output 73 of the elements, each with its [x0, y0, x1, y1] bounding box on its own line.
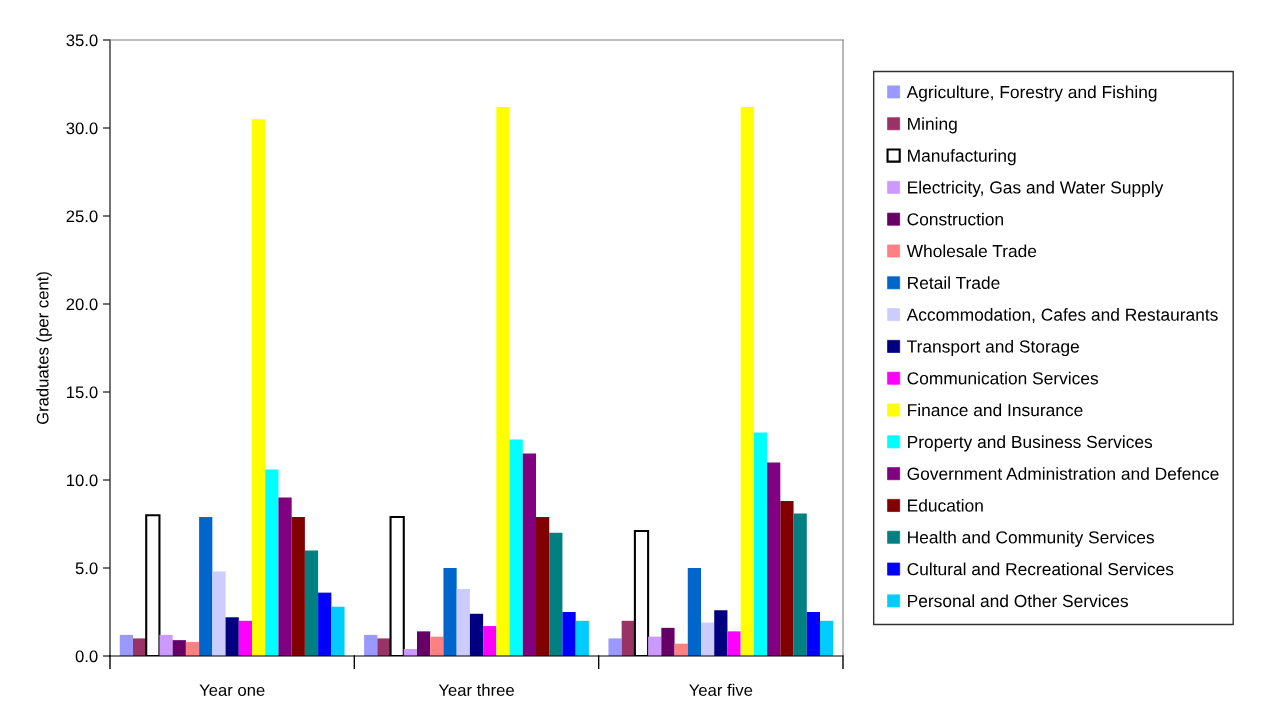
bar [608, 638, 622, 656]
bar [172, 640, 186, 656]
y-tick-label: 5.0 [75, 562, 98, 575]
legend-label: Health and Community Services [908, 530, 1155, 547]
bar [661, 627, 675, 656]
bar [496, 106, 510, 656]
bar [767, 462, 781, 656]
x-tick-label: Year five [689, 683, 753, 697]
legend-label: Education [908, 498, 983, 512]
bar [536, 516, 550, 656]
bar [318, 592, 332, 656]
legend-label: Transport and Storage [907, 339, 1079, 357]
y-tick-label: 15.0 [67, 386, 98, 399]
bar [185, 641, 200, 656]
bar [701, 622, 715, 656]
legend-label: Personal and Other Services [908, 594, 1128, 608]
y-tick-label: 0.0 [75, 650, 98, 663]
legend-label: Agriculture, Forestry and Fishing [906, 85, 1157, 102]
legend-label: Retail Trade [908, 276, 1000, 290]
bar [238, 620, 252, 656]
bar [265, 469, 279, 656]
bar [364, 634, 378, 656]
bar [417, 631, 431, 656]
bar [291, 516, 305, 656]
bar [443, 568, 457, 656]
bar [806, 612, 820, 656]
bar [430, 636, 444, 656]
bar [252, 119, 266, 656]
legend-label: Construction [907, 212, 1003, 226]
y-tick-label: 30.0 [66, 122, 98, 135]
legend-label: Property and Business Services [908, 435, 1153, 452]
legend-label: Wholesale Trade [906, 244, 1037, 258]
bar [278, 497, 292, 656]
legend-label: Cultural and Recreational Services [907, 562, 1174, 576]
y-axis-title: Graduates (per cent) [36, 272, 52, 425]
bar [753, 432, 768, 656]
y-tick-label: 10.0 [67, 474, 98, 487]
bar [522, 453, 536, 656]
y-tick-label: 20.0 [66, 298, 98, 311]
bar [469, 613, 484, 656]
bar [820, 620, 834, 656]
bar [714, 610, 728, 656]
legend-label: Mining [908, 117, 957, 134]
legend-label: Communication Services [907, 371, 1099, 385]
bar [562, 612, 576, 656]
bar [575, 620, 589, 656]
y-tick-label: 35.0 [66, 34, 98, 47]
bar [648, 636, 662, 656]
legend-label: Manufacturing [908, 149, 1016, 166]
bar [377, 638, 391, 656]
bar [304, 550, 319, 656]
bar [727, 631, 741, 656]
x-tick-label: Year one [199, 684, 265, 697]
bar [199, 516, 213, 656]
legend-label: Accommodation, Cafes and Restaurants [906, 308, 1218, 323]
bar [225, 617, 239, 656]
x-tick-label: Year three [438, 683, 514, 697]
legend-label: Finance and Insurance [908, 403, 1083, 417]
legend-label: Government Administration and Defence [907, 467, 1219, 480]
bar [509, 439, 523, 656]
bar [331, 606, 345, 656]
bar [687, 568, 701, 656]
bar [793, 513, 807, 656]
bar [456, 589, 470, 656]
y-tick-label: 25.0 [66, 210, 98, 223]
bar [740, 106, 754, 656]
bar [780, 501, 794, 656]
bar [212, 571, 226, 656]
bar [483, 626, 497, 656]
bar [159, 634, 173, 656]
bar [119, 634, 133, 656]
legend-label: Electricity, Gas and Water Supply [908, 180, 1164, 198]
bar [549, 532, 563, 656]
